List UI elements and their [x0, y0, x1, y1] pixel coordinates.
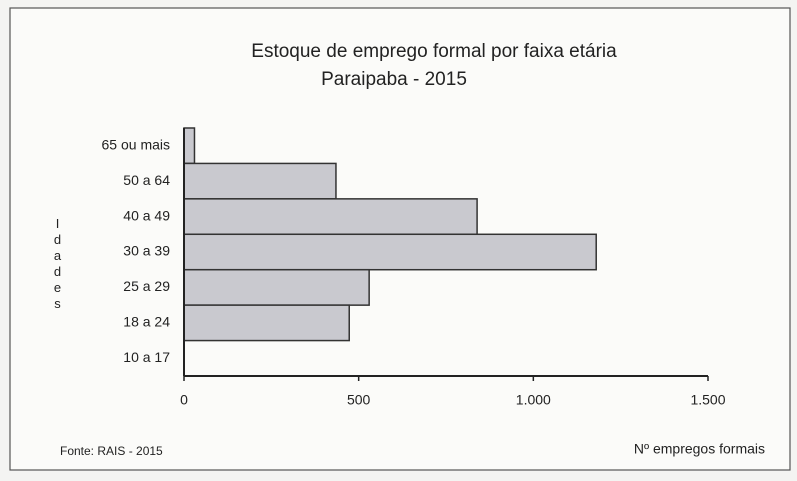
chart-subtitle: Paraipaba - 2015	[321, 69, 467, 90]
x-tick-label: 1.500	[690, 392, 725, 408]
bar	[183, 127, 196, 165]
y-tick-label: 30 a 39	[123, 243, 170, 259]
y-tick-label: 40 a 49	[123, 207, 170, 223]
bar	[183, 162, 337, 200]
y-tick-label: 65 ou mais	[102, 136, 170, 152]
y-tick-label: 18 a 24	[123, 314, 170, 330]
y-tick-label: 25 a 29	[123, 278, 170, 294]
x-tick-label: 0	[180, 392, 188, 408]
source-note: Fonte: RAIS - 2015	[60, 444, 163, 458]
x-tick-label: 500	[347, 392, 371, 408]
x-tick-label: 1.000	[516, 392, 551, 408]
x-axis-label: Nº empregos formais	[634, 441, 765, 457]
bar	[183, 304, 350, 342]
y-tick-label: 10 a 17	[123, 349, 170, 365]
chart-title: Estoque de emprego formal por faixa etár…	[251, 41, 617, 62]
y-axis-label: Idades	[50, 216, 65, 312]
bar	[183, 233, 597, 271]
bar	[183, 198, 478, 236]
bar	[183, 268, 370, 306]
y-tick-label: 50 a 64	[123, 172, 170, 188]
